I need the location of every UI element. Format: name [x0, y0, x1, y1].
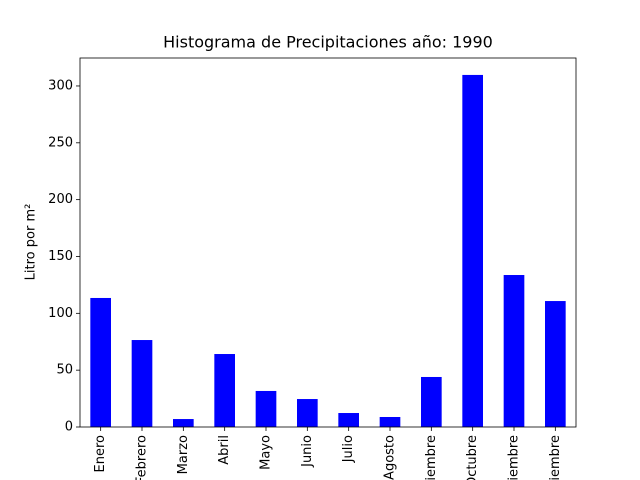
bar: [255, 390, 277, 427]
bar: [545, 301, 566, 427]
x-tick-label: Julio: [341, 435, 356, 463]
bar: [338, 413, 359, 427]
bar: [297, 399, 318, 427]
y-tick-label: 200: [48, 192, 73, 207]
bar: [90, 297, 111, 427]
x-tick-label: Octubre: [465, 435, 480, 480]
bar: [131, 340, 153, 427]
y-tick-label: 300: [48, 78, 73, 93]
x-tick-label: Enero: [93, 435, 108, 473]
x-tick-label: Septiembre: [424, 435, 439, 480]
x-tick-label: Febrero: [135, 435, 150, 480]
bar: [379, 416, 401, 427]
bar: [214, 354, 235, 427]
x-tick-label: Diciembre: [548, 435, 563, 480]
x-tick-label: Junio: [300, 435, 315, 468]
x-tick-label: Mayo: [259, 435, 274, 470]
bar: [503, 275, 525, 427]
y-axis-label: Litro por m²: [24, 204, 39, 281]
bar: [421, 376, 442, 427]
x-tick-label: Agosto: [383, 435, 398, 480]
chart-title: Histograma de Precipitaciones año: 1990: [163, 33, 493, 52]
y-tick-label: 100: [48, 306, 73, 321]
y-tick-label: 250: [48, 135, 73, 150]
bar: [462, 74, 483, 427]
x-tick-label: Abril: [217, 435, 232, 465]
x-tick-label: Marzo: [176, 435, 191, 474]
plot-frame: [79, 57, 577, 428]
y-tick-label: 0: [65, 420, 73, 435]
y-tick-label: 50: [56, 363, 73, 378]
bar: [173, 419, 194, 427]
x-tick-label: Noviembre: [507, 435, 522, 480]
y-tick-label: 150: [48, 249, 73, 264]
